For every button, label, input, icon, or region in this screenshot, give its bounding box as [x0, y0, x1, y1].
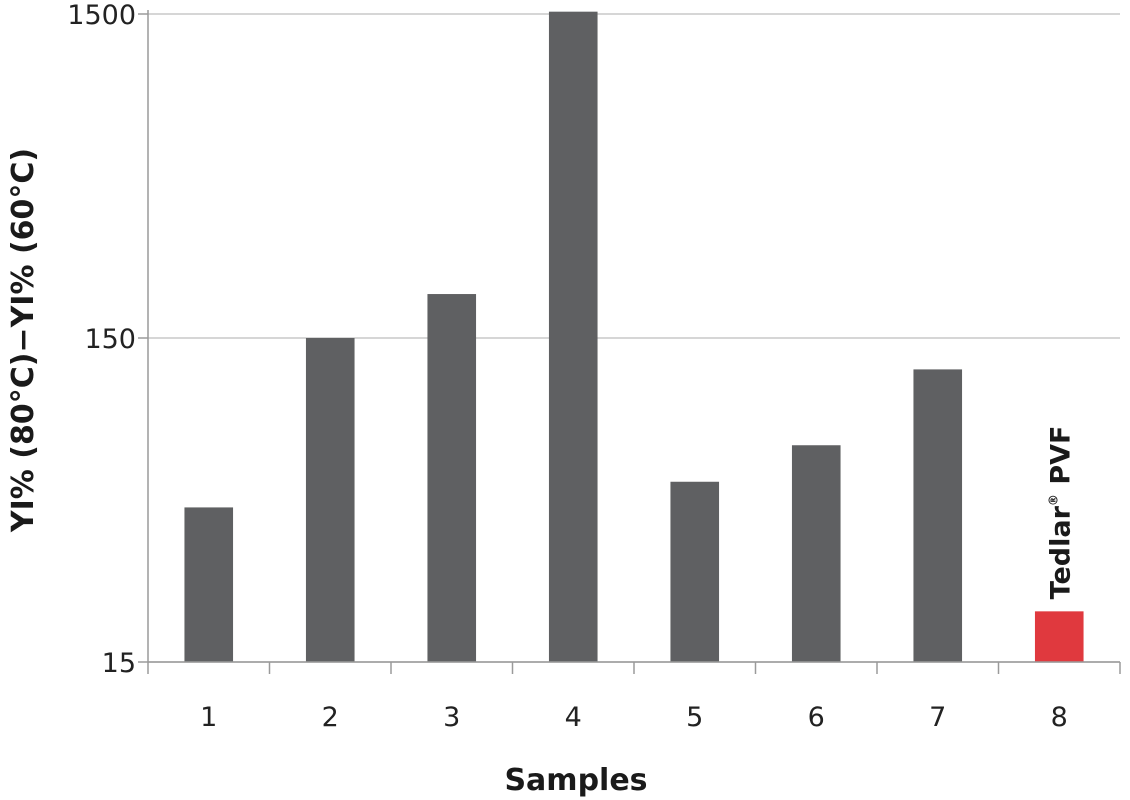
x-tick-labels: 1 2 3 4 5 6 7 8 — [200, 702, 1068, 733]
x-tick-label-1: 1 — [200, 702, 217, 733]
bar-sample-6 — [791, 445, 841, 662]
y-tick-label-15: 15 — [102, 648, 136, 679]
y-axis-title: YI% (80°C)−YI% (60°C) — [6, 148, 41, 533]
y-tick-labels: 15 150 1500 — [67, 0, 136, 679]
annotation-name: Tedlar — [1045, 505, 1076, 599]
bar-sample-5 — [670, 481, 720, 662]
bars — [184, 11, 1084, 663]
bar-sample-1 — [184, 507, 234, 662]
x-axis-title: Samples — [504, 763, 647, 798]
x-tick-label-4: 4 — [565, 702, 582, 733]
y-tick-label-150: 150 — [84, 324, 136, 355]
x-tick-label-2: 2 — [322, 702, 339, 733]
bar-sample-7 — [913, 369, 963, 662]
bar-sample-4 — [548, 11, 598, 663]
gridlines — [138, 13, 1120, 663]
annotation-suffix: PVF — [1045, 426, 1076, 495]
bar-sample-8 — [1034, 611, 1084, 662]
bar-sample-2 — [305, 338, 355, 662]
tedlar-pvf-annotation: Tedlar® PVF — [1045, 426, 1076, 600]
bar-sample-3 — [427, 294, 477, 662]
annotation-registered-mark: ® — [1046, 494, 1060, 506]
axes — [147, 10, 1121, 674]
x-tick-label-6: 6 — [808, 702, 825, 733]
x-tick-label-5: 5 — [686, 702, 703, 733]
x-tick-label-8: 8 — [1051, 702, 1068, 733]
x-tick-label-7: 7 — [929, 702, 946, 733]
y-tick-label-1500: 1500 — [67, 0, 136, 31]
x-tick-label-3: 3 — [443, 702, 460, 733]
